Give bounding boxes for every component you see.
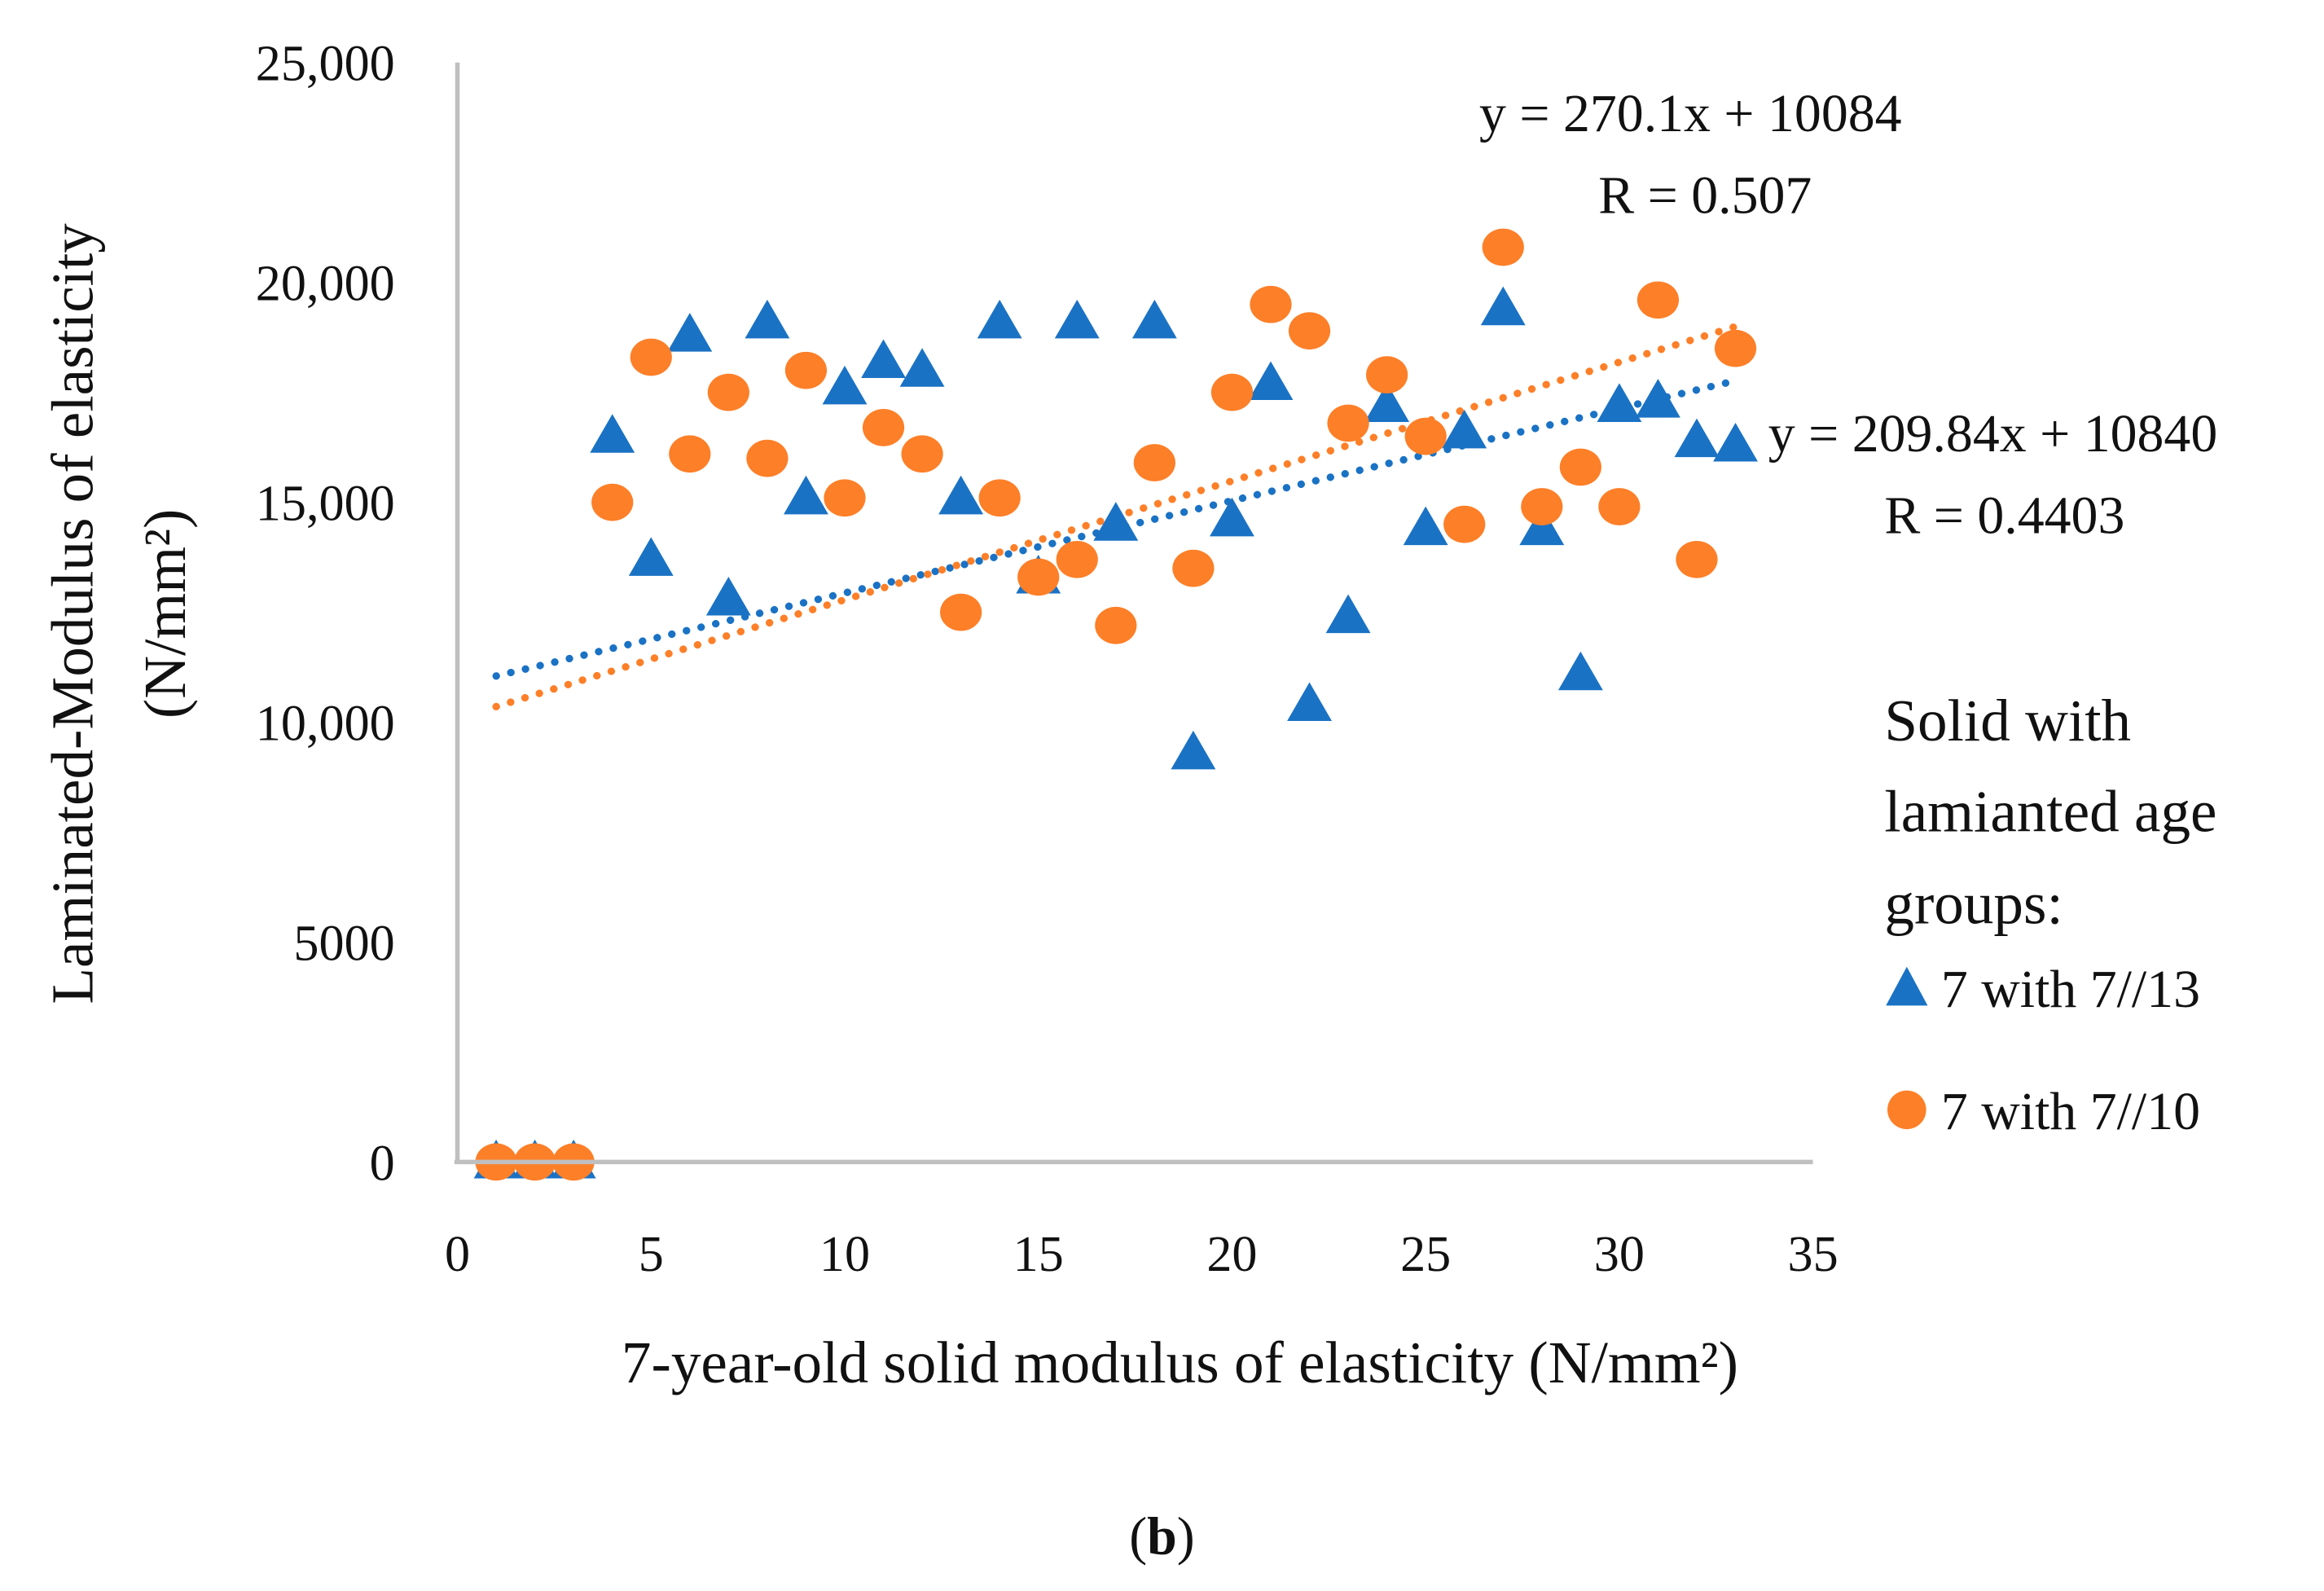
orange-trend-r: R = 0.507 (1598, 165, 1812, 225)
triangle-point (1325, 594, 1371, 634)
circle-point (1636, 281, 1680, 319)
legend-item-7-10: 7 with 7//10 (1941, 1082, 2200, 1141)
caption-close: ) (1177, 1506, 1195, 1566)
triangle-point (1557, 651, 1603, 691)
x-tick-labels: 0 5 10 15 20 25 30 35 (445, 1227, 1839, 1282)
circle-point (978, 479, 1021, 517)
triangle-point (1248, 361, 1294, 400)
circle-point (1288, 312, 1331, 349)
y-tick-label: 0 (370, 1136, 395, 1191)
figure-caption: (b) (1129, 1506, 1194, 1566)
caption-open: ( (1129, 1506, 1147, 1566)
triangle-point (1093, 502, 1139, 541)
triangle-point (784, 475, 828, 515)
circle-point (1714, 329, 1757, 367)
circle-point (1017, 558, 1060, 596)
circle-point (1598, 488, 1641, 525)
triangle-point (628, 537, 674, 576)
x-axis-title: 7-year-old solid modulus of elasticity (… (622, 1329, 1738, 1395)
circle-point (824, 479, 866, 517)
circle-point (1250, 285, 1292, 323)
triangle-point (667, 313, 713, 352)
circle-point (784, 351, 828, 389)
triangle-point (977, 299, 1022, 339)
circle-point (1366, 356, 1408, 393)
y-axis-title-line1: Laminated-Modulus of elasticity (40, 223, 106, 1004)
triangle-point (745, 299, 790, 339)
triangle-point (861, 339, 906, 378)
y-tick-label: 10,000 (256, 696, 395, 751)
x-tick-label: 0 (445, 1227, 470, 1282)
legend-title-line2: lamianted age (1884, 778, 2216, 844)
triangle-point (1480, 286, 1526, 326)
triangle-point (1674, 418, 1720, 458)
legend-title-line1: Solid with (1884, 688, 2131, 754)
triangle-point (1054, 299, 1100, 339)
circle-point (1172, 549, 1215, 587)
triangle-point (1171, 730, 1216, 770)
x-tick-label: 20 (1206, 1227, 1257, 1282)
circle-point (1056, 540, 1098, 578)
circle-point (940, 593, 982, 631)
legend-item-7-13: 7 with 7//13 (1941, 960, 2200, 1019)
blue-trend-equation: y = 209.84x + 10840 (1768, 404, 2218, 464)
circle-point (1676, 540, 1718, 578)
x-tick-label: 5 (639, 1227, 664, 1282)
circle-point (1327, 404, 1369, 442)
y-tick-label: 5000 (293, 916, 394, 971)
y-tick-label: 25,000 (256, 37, 395, 92)
triangle-point (1131, 299, 1177, 339)
triangle-point (1287, 682, 1332, 722)
legend-circle-icon (1887, 1090, 1926, 1130)
caption-letter: b (1147, 1506, 1177, 1566)
x-tick-label: 25 (1400, 1227, 1451, 1282)
triangle-point (590, 414, 635, 453)
circle-point (591, 483, 634, 521)
circle-point (901, 435, 943, 473)
legend-title-line3: groups: (1884, 871, 2063, 937)
x-tick-label: 30 (1594, 1227, 1645, 1282)
x-tick-label: 15 (1013, 1227, 1064, 1282)
triangle-point (705, 576, 751, 616)
triangle-point (1403, 506, 1448, 546)
triangle-point (899, 348, 945, 387)
circle-point (746, 439, 789, 477)
circle-point (1210, 373, 1254, 411)
circle-point (707, 373, 749, 411)
circle-point (1443, 505, 1486, 543)
legend-triangle-icon (1886, 966, 1928, 1006)
y-tick-label: 15,000 (256, 477, 395, 532)
circle-point (669, 435, 711, 473)
circle-point (1133, 444, 1175, 481)
triangle-point (822, 365, 868, 405)
triangle-point (1442, 409, 1487, 449)
triangle-point (1713, 423, 1758, 462)
circle-point (1482, 228, 1524, 266)
circle-point (1559, 448, 1601, 486)
triangle-point (1364, 383, 1410, 422)
circle-point (862, 408, 905, 446)
circle-point (1095, 606, 1137, 644)
circle-point (1521, 488, 1563, 525)
triangle-point (1519, 506, 1565, 546)
circle-point (630, 338, 672, 376)
y-tick-labels: 0 5000 10,000 15,000 20,000 25,000 (256, 37, 395, 1192)
y-axis-title-line2: (N/mm²) (132, 509, 198, 719)
blue-trendline (492, 376, 1740, 680)
triangle-point (938, 475, 984, 515)
x-tick-label: 35 (1788, 1227, 1839, 1282)
blue-trend-r: R = 0.4403 (1884, 486, 2124, 546)
legend: Solid with lamianted age groups: 7 with … (1884, 688, 2216, 1141)
triangle-point (1636, 379, 1680, 418)
orange-trend-equation: y = 270.1x + 10084 (1479, 84, 1902, 143)
data-points (473, 228, 1758, 1181)
triangle-point (1597, 383, 1642, 422)
x-tick-label: 10 (819, 1227, 870, 1282)
y-tick-label: 20,000 (256, 257, 395, 312)
triangle-point (1210, 497, 1254, 537)
circle-point (1404, 417, 1447, 455)
